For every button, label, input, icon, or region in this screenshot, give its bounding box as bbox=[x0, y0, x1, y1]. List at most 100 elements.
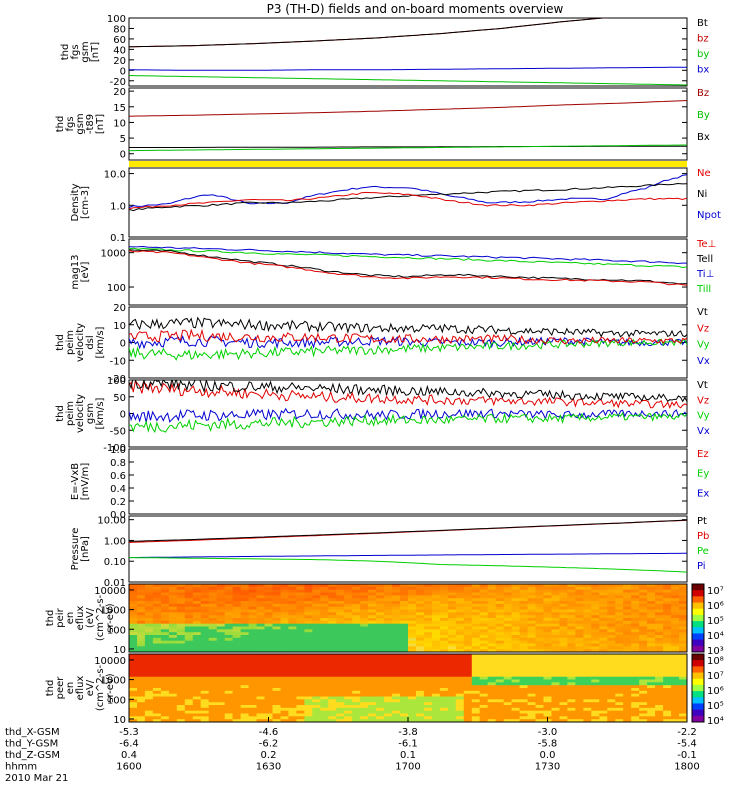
colorbar-frame bbox=[691, 583, 705, 653]
panel-frame bbox=[128, 515, 688, 583]
tick-label: 40 bbox=[113, 45, 126, 56]
xaxis-value: 1600 bbox=[116, 762, 141, 773]
xaxis-value: -4.6 bbox=[259, 727, 279, 738]
colorbar-segment bbox=[692, 715, 704, 723]
colorbar-label: 10⁶ bbox=[707, 686, 724, 697]
tick-label: 0.6 bbox=[110, 471, 126, 482]
colorbar-segment bbox=[692, 709, 704, 717]
colorbar-label: 10⁶ bbox=[707, 601, 724, 612]
xaxis-row-label: hhmm bbox=[5, 762, 37, 773]
colorbar-frame bbox=[691, 653, 705, 723]
tick-label: 50 bbox=[113, 393, 126, 404]
colorbar-segment bbox=[692, 608, 704, 616]
tick-label: 0.0 bbox=[110, 510, 126, 521]
tick-label: 100 bbox=[107, 14, 126, 25]
colorbar-segment bbox=[692, 691, 704, 698]
series-line bbox=[129, 407, 687, 423]
colorbar-label: 10⁴ bbox=[707, 631, 724, 642]
tick-label: 0.1 bbox=[110, 233, 126, 244]
tick-label: 1000 bbox=[101, 676, 126, 687]
axis-ylabel: Pressure bbox=[70, 528, 81, 571]
legend-entry: Ex bbox=[697, 488, 709, 499]
series-line bbox=[129, 380, 687, 403]
xaxis-value: -6.4 bbox=[119, 739, 139, 750]
axis-ylabel: Density bbox=[70, 183, 81, 221]
legend-entry: Vt bbox=[697, 307, 708, 318]
axis-ylabel: (eV/ bbox=[85, 607, 96, 628]
colorbar-segment bbox=[692, 645, 704, 653]
series-line bbox=[129, 100, 687, 117]
tick-label: 20 bbox=[113, 87, 126, 98]
series-line bbox=[129, 75, 687, 86]
colorbar-segment bbox=[692, 703, 704, 711]
xaxis-value: -2.2 bbox=[677, 727, 697, 738]
xaxis-value: -3.8 bbox=[398, 727, 418, 738]
series-line bbox=[129, 338, 687, 361]
xaxis-row-label: thd_X-GSM bbox=[5, 727, 60, 738]
legend-entry: Vx bbox=[697, 356, 710, 367]
series-line bbox=[129, 182, 687, 212]
legend-entry: Bx bbox=[697, 132, 710, 143]
legend-entry: Pt bbox=[697, 516, 707, 527]
axis-ylabel: gsm bbox=[75, 113, 86, 134]
xaxis-value: -0.1 bbox=[677, 750, 697, 761]
xaxis-row-label: thd_Z-GSM bbox=[5, 750, 60, 761]
panel-frame bbox=[128, 167, 688, 238]
axis-ylabel: peim bbox=[65, 401, 76, 426]
tick-label: 10.0 bbox=[104, 170, 126, 181]
legend-entry: Pe bbox=[697, 546, 709, 557]
axis-ylabel: thd bbox=[45, 680, 56, 697]
xaxis-date: 2010 Mar 21 bbox=[5, 773, 68, 784]
series-line bbox=[129, 191, 687, 210]
series-line bbox=[129, 380, 687, 409]
tick-label: 1000 bbox=[101, 606, 126, 617]
legend-entry: bx bbox=[697, 65, 709, 76]
axis-ylabel: gsm bbox=[85, 403, 96, 424]
tick-label: 10 bbox=[113, 118, 126, 129]
tick-label: 100 bbox=[107, 695, 126, 706]
tick-label: 100 bbox=[107, 625, 126, 636]
panel-4: mag13 [eV] 1000 100 Te⊥ Tell Ti⊥ Till bbox=[70, 238, 716, 306]
axis-ylabel: gsm bbox=[80, 41, 91, 62]
xaxis-value: 0.2 bbox=[261, 750, 277, 761]
panel-frame bbox=[128, 17, 688, 87]
tick-label: 10.00 bbox=[97, 516, 126, 527]
axis-ylabel: eflux bbox=[75, 606, 86, 631]
panel-7: E=-VxB [mV/m] 1.0 0.8 0.6 0.4 0.2 0.0 Ez Ey Ex bbox=[70, 445, 709, 521]
xaxis-value: 0.4 bbox=[121, 750, 137, 761]
colorbar-segment bbox=[692, 590, 704, 597]
colorbar-segment bbox=[692, 602, 704, 610]
tick-label: 0 bbox=[120, 66, 126, 77]
panel-6: thd peim velocity gsm [km/s]100 50 0 -50 -100 Vt V… bbox=[55, 376, 710, 454]
colorbar-label: 10⁴ bbox=[707, 716, 724, 727]
axis-ylabel: eflux bbox=[75, 676, 86, 701]
legend-entry: Vy bbox=[697, 411, 710, 422]
axis-ylabel: peer bbox=[55, 676, 66, 700]
xaxis-value: 1730 bbox=[535, 762, 560, 773]
axis-ylabel: peim bbox=[65, 330, 76, 355]
legend-entry: Pb bbox=[697, 531, 709, 542]
axis-ylabel: [eV] bbox=[80, 262, 91, 283]
xaxis-value: 1700 bbox=[395, 762, 420, 773]
axis-ylabel: thd bbox=[55, 405, 66, 422]
colorbar-segment bbox=[692, 621, 704, 628]
colorbar-segment bbox=[692, 639, 704, 647]
axis-ylabel: [nPa] bbox=[80, 536, 91, 562]
tick-label: -20 bbox=[110, 374, 126, 385]
axis-ylabel: (cm^2-s- bbox=[95, 664, 106, 711]
axis-ylabel: eV/ bbox=[85, 679, 96, 696]
axis-ylabel: [nT] bbox=[90, 42, 101, 62]
tick-label: 60 bbox=[113, 35, 126, 46]
colorbar-segment bbox=[692, 633, 704, 641]
colorbar-segment bbox=[692, 660, 704, 667]
legend-entry: bz bbox=[697, 34, 709, 45]
legend-entry: Pi bbox=[697, 561, 706, 572]
colorbar-segment bbox=[692, 684, 704, 692]
xaxis-value: -5.8 bbox=[538, 739, 558, 750]
axis-ylabel: velocity bbox=[75, 394, 86, 433]
axis-ylabel: dsl bbox=[85, 335, 96, 349]
colorbar-label: 10⁷ bbox=[707, 671, 724, 682]
series-line bbox=[129, 174, 687, 209]
legend-entry: Npot bbox=[697, 210, 721, 221]
